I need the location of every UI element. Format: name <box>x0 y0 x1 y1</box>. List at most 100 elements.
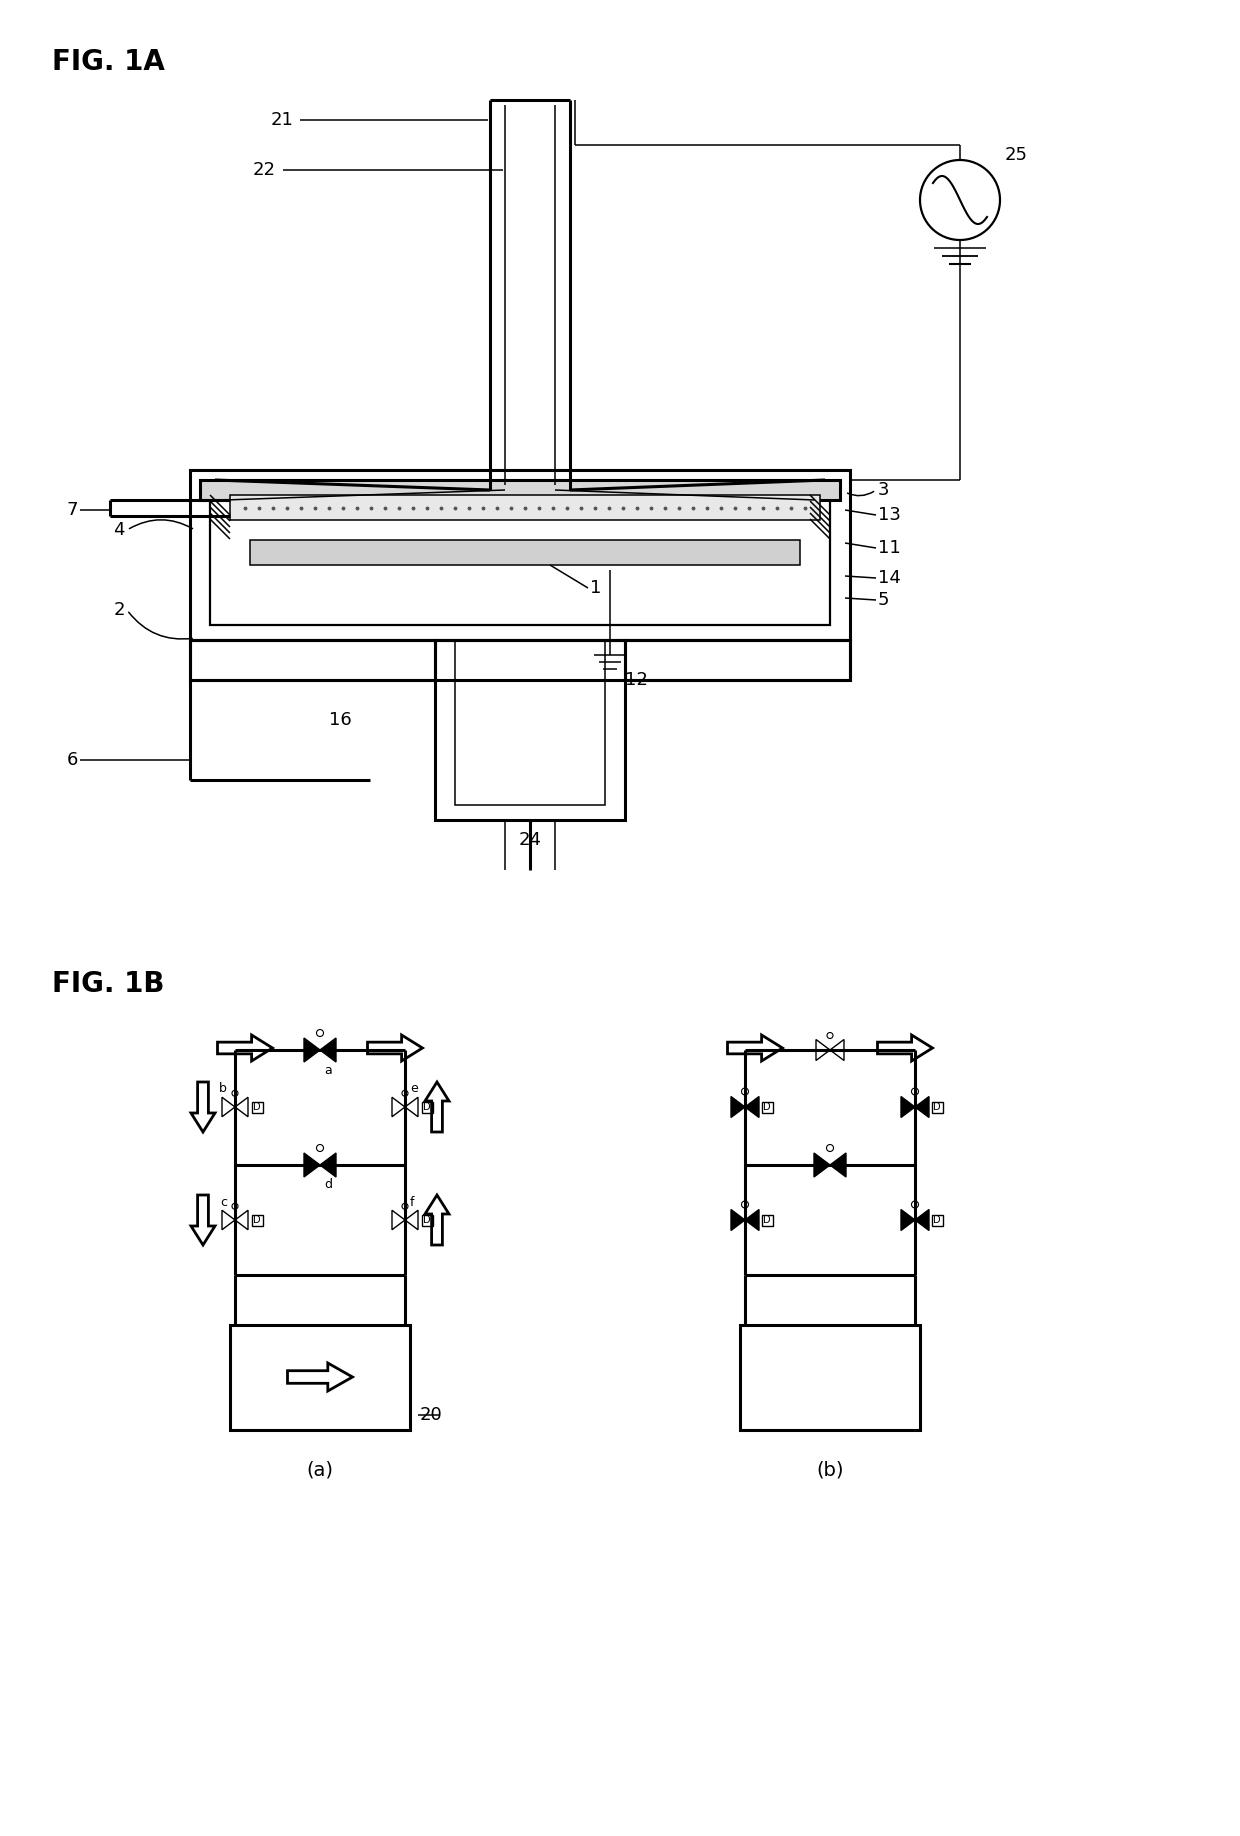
FancyArrow shape <box>425 1081 449 1133</box>
Polygon shape <box>901 1210 915 1230</box>
Text: b: b <box>219 1083 227 1096</box>
Polygon shape <box>830 1039 844 1061</box>
Text: (b): (b) <box>816 1460 843 1480</box>
Bar <box>229 1326 410 1430</box>
FancyArrow shape <box>367 1036 423 1061</box>
Bar <box>190 641 849 679</box>
Polygon shape <box>732 1096 745 1118</box>
Polygon shape <box>915 1096 929 1118</box>
Bar <box>190 641 435 679</box>
Text: 25: 25 <box>1004 147 1028 163</box>
Text: 12: 12 <box>625 670 647 688</box>
Polygon shape <box>222 1098 236 1116</box>
Polygon shape <box>304 1037 320 1061</box>
Circle shape <box>920 160 999 241</box>
FancyArrow shape <box>728 1036 782 1061</box>
Polygon shape <box>830 1153 846 1177</box>
Bar <box>740 1326 920 1430</box>
Bar <box>932 1102 942 1113</box>
Text: FIG. 1A: FIG. 1A <box>52 48 165 75</box>
Text: 3: 3 <box>878 481 889 499</box>
Circle shape <box>232 1203 238 1210</box>
Bar <box>455 641 605 804</box>
Bar <box>763 1215 773 1226</box>
Text: 7: 7 <box>67 501 78 520</box>
Polygon shape <box>320 1153 336 1177</box>
Polygon shape <box>732 1210 745 1230</box>
Text: D: D <box>763 1102 771 1113</box>
Bar <box>210 488 830 624</box>
Polygon shape <box>236 1210 248 1230</box>
Text: 11: 11 <box>878 540 900 556</box>
Polygon shape <box>745 1210 759 1230</box>
Text: D: D <box>423 1215 430 1225</box>
Text: 14: 14 <box>878 569 901 588</box>
Text: 5: 5 <box>878 591 889 610</box>
Polygon shape <box>236 1098 248 1116</box>
Text: D: D <box>423 1102 430 1113</box>
Bar <box>252 1215 263 1226</box>
Bar <box>252 1102 263 1113</box>
Polygon shape <box>392 1210 405 1230</box>
FancyArrow shape <box>878 1036 932 1061</box>
Text: a: a <box>324 1063 332 1076</box>
Bar <box>422 1102 433 1113</box>
Polygon shape <box>405 1098 418 1116</box>
Text: 24: 24 <box>518 832 542 848</box>
Text: D: D <box>934 1215 941 1225</box>
Polygon shape <box>392 1098 405 1116</box>
Circle shape <box>402 1091 408 1096</box>
Text: 6: 6 <box>67 751 78 769</box>
Bar <box>435 641 625 821</box>
Text: 22: 22 <box>253 162 277 178</box>
Text: 21: 21 <box>270 110 293 129</box>
Bar <box>190 470 849 641</box>
Bar <box>625 641 849 679</box>
Text: 1: 1 <box>590 578 601 597</box>
Circle shape <box>316 1030 324 1037</box>
Text: 20: 20 <box>420 1406 443 1425</box>
Text: 13: 13 <box>878 507 901 523</box>
Bar <box>250 540 800 565</box>
Text: 16: 16 <box>329 711 351 729</box>
Text: D: D <box>253 1102 260 1113</box>
Text: D: D <box>763 1215 771 1225</box>
Circle shape <box>827 1032 833 1039</box>
Bar <box>932 1215 942 1226</box>
Bar <box>763 1102 773 1113</box>
Text: c: c <box>219 1195 227 1208</box>
Circle shape <box>911 1201 919 1208</box>
Text: D: D <box>934 1102 941 1113</box>
FancyArrow shape <box>217 1036 273 1061</box>
FancyArrow shape <box>191 1081 215 1133</box>
Text: 4: 4 <box>114 521 125 540</box>
FancyArrow shape <box>425 1195 449 1245</box>
FancyArrow shape <box>288 1362 352 1392</box>
Circle shape <box>742 1089 749 1094</box>
Circle shape <box>232 1091 238 1096</box>
Circle shape <box>316 1144 324 1151</box>
Text: f: f <box>410 1195 414 1208</box>
Circle shape <box>742 1201 749 1208</box>
Text: FIG. 1B: FIG. 1B <box>52 969 165 999</box>
Polygon shape <box>304 1153 320 1177</box>
Text: 2: 2 <box>114 600 125 619</box>
Circle shape <box>402 1203 408 1210</box>
Text: e: e <box>410 1083 418 1096</box>
Polygon shape <box>816 1039 830 1061</box>
Bar <box>200 479 839 499</box>
Circle shape <box>911 1089 919 1094</box>
Bar <box>422 1215 433 1226</box>
Text: d: d <box>324 1179 332 1192</box>
Text: (a): (a) <box>306 1460 334 1480</box>
Polygon shape <box>901 1096 915 1118</box>
Circle shape <box>827 1144 833 1151</box>
Polygon shape <box>813 1153 830 1177</box>
Polygon shape <box>405 1210 418 1230</box>
Polygon shape <box>320 1037 336 1061</box>
FancyArrow shape <box>191 1195 215 1245</box>
Polygon shape <box>745 1096 759 1118</box>
Polygon shape <box>915 1210 929 1230</box>
Polygon shape <box>222 1210 236 1230</box>
Bar <box>229 496 820 520</box>
